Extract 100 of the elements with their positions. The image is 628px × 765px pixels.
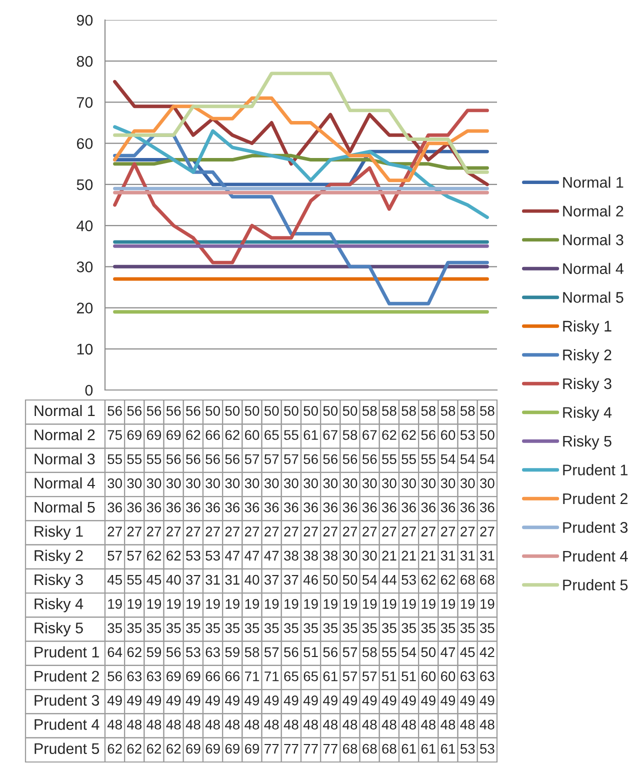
data-label: 48 xyxy=(440,720,456,730)
data-label: 35 xyxy=(421,623,436,633)
data-label: 62 xyxy=(108,744,122,754)
data-label: 35 xyxy=(460,623,475,633)
data-label: 51 xyxy=(402,672,416,682)
data-label: 55 xyxy=(127,454,142,464)
data-label: 69 xyxy=(186,744,200,754)
legend-label: Normal 3 xyxy=(563,234,624,246)
text: Prudent 1 xyxy=(34,646,99,658)
data-label: 27 xyxy=(264,526,279,536)
data-label: 50 xyxy=(206,406,220,416)
data-label: 48 xyxy=(264,720,279,730)
data-label: 67 xyxy=(323,430,338,440)
data-label: 21 xyxy=(421,550,436,560)
data-label: 56 xyxy=(362,454,377,464)
line-series xyxy=(113,72,489,174)
data-label: 65 xyxy=(304,671,318,682)
data-label: 48 xyxy=(460,720,475,730)
data-label: 47 xyxy=(224,550,240,560)
data-label: 19 xyxy=(226,599,240,609)
data-label: 35 xyxy=(342,623,358,633)
data-label: 53 xyxy=(186,647,200,658)
data-label: 50 xyxy=(323,406,338,416)
data-label: 56 xyxy=(127,406,142,416)
data-label: 50 xyxy=(421,647,436,658)
data-label: 62 xyxy=(166,744,181,754)
data-label: 49 xyxy=(322,696,338,706)
data-label: 56 xyxy=(225,454,240,464)
data-label: 49 xyxy=(382,696,396,706)
data-label: 36 xyxy=(304,502,318,512)
data-label: 69 xyxy=(166,671,181,682)
data-label: 57 xyxy=(342,647,358,658)
data-label: 69 xyxy=(127,430,142,440)
data-label: 63 xyxy=(127,671,142,682)
text: Normal 4 xyxy=(34,477,95,489)
data-label: 36 xyxy=(166,502,181,512)
data-label: 36 xyxy=(382,502,396,512)
data-label: 40 xyxy=(166,574,181,585)
data-label: 27 xyxy=(421,526,436,536)
data-label: 19 xyxy=(147,599,162,609)
data-label: 48 xyxy=(342,720,358,730)
legend-label: Risky 1 xyxy=(563,320,612,335)
data-label: 55 xyxy=(382,647,396,658)
data-label: 68 xyxy=(342,744,358,754)
data-label: 19 xyxy=(284,599,298,609)
legend-label: Normal 4 xyxy=(563,262,624,274)
data-label: 62 xyxy=(186,430,200,440)
data-label: 54 xyxy=(440,454,456,464)
data-label: 56 xyxy=(323,454,338,464)
data-label: 69 xyxy=(166,430,181,440)
y-tick-label: 70 xyxy=(76,97,93,108)
data-label: 30 xyxy=(460,478,475,488)
data-label: 48 xyxy=(420,720,436,730)
text: Normal 1 xyxy=(34,404,95,416)
data-label: 19 xyxy=(264,599,279,609)
text: Normal 5 xyxy=(34,501,95,513)
data-label: 56 xyxy=(108,406,122,416)
data-label: 63 xyxy=(146,671,162,682)
data-label: 19 xyxy=(480,599,494,609)
data-label: 19 xyxy=(402,599,416,609)
data-label: 35 xyxy=(323,623,338,633)
data-label: 56 xyxy=(166,647,181,658)
data-label: 55 xyxy=(421,454,436,464)
text: Normal 2 xyxy=(34,429,95,440)
data-label: 30 xyxy=(225,478,240,488)
data-label: 56 xyxy=(186,406,200,416)
data-label: 67 xyxy=(362,430,377,440)
data-label: 56 xyxy=(421,430,436,440)
data-label: 66 xyxy=(206,671,220,682)
data-label: 56 xyxy=(146,406,162,416)
data-label: 19 xyxy=(441,599,456,609)
data-label: 36 xyxy=(186,502,200,512)
data-label: 62 xyxy=(146,550,162,561)
line-series xyxy=(113,96,489,182)
data-label: 36 xyxy=(225,502,240,512)
data-label: 36 xyxy=(244,502,260,512)
data-label: 55 xyxy=(146,454,162,464)
y-tick-label: 0 xyxy=(85,384,93,396)
data-label: 54 xyxy=(402,647,416,658)
data-label: 55 xyxy=(127,575,142,585)
data-label: 61 xyxy=(440,744,456,754)
data-label: 30 xyxy=(166,478,181,488)
data-label: 49 xyxy=(146,696,162,706)
data-label: 48 xyxy=(166,720,181,730)
data-label: 48 xyxy=(146,720,162,730)
data-label: 30 xyxy=(284,478,298,488)
data-label: 56 xyxy=(304,454,318,464)
data-label: 35 xyxy=(402,623,416,633)
data-label: 37 xyxy=(186,574,200,585)
data-label: 47 xyxy=(264,550,279,560)
data-label: 57 xyxy=(342,672,358,682)
data-label: 48 xyxy=(126,720,142,730)
data-label: 60 xyxy=(440,671,456,682)
data-label: 66 xyxy=(225,671,240,682)
data-label: 19 xyxy=(460,599,475,609)
data-label: 45 xyxy=(107,575,122,585)
legend-label: Prudent 3 xyxy=(563,522,628,533)
data-label: 51 xyxy=(304,647,318,658)
data-label: 49 xyxy=(480,696,494,706)
data-label: 48 xyxy=(186,720,200,730)
